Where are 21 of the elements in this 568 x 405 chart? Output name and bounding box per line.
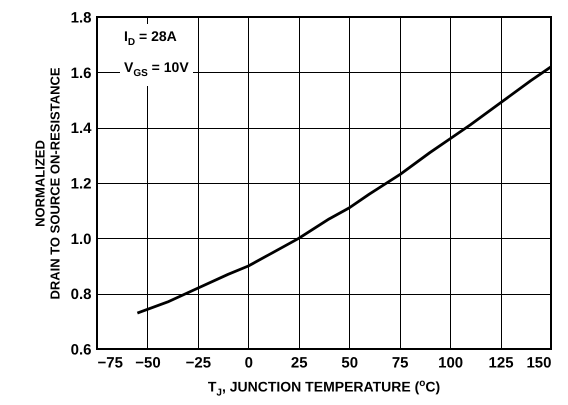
x-tick-label: 0 — [244, 354, 254, 372]
y-tick-label: 1.8 — [70, 10, 92, 26]
y-tick-label: 0.8 — [70, 286, 92, 304]
y-tick-label: 1.4 — [70, 120, 92, 138]
x-tick-label: 75 — [392, 354, 409, 372]
x-tick-label: 100 — [438, 354, 464, 372]
y-tick-label: 1.2 — [70, 176, 92, 192]
x-tick-label: 50 — [341, 354, 358, 372]
x-axis-title: T$_{J}$, JUNCTION TEMPERATURE ($^{o}$C) — [206, 378, 442, 398]
x-tick-label: 125 — [488, 354, 514, 372]
y-axis-title: NORMALIZED DRAIN TO SOURCE ON-RESISTANCE — [32, 67, 63, 300]
x-tick-label: −25 — [186, 354, 212, 372]
y-tick-label: 1.6 — [70, 64, 92, 82]
y-tick-label: 0.6 — [70, 342, 92, 358]
x-tick-label: −50 — [135, 354, 161, 372]
x-tick-label: 150 — [526, 354, 552, 372]
x-tick-label: 25 — [290, 354, 308, 372]
x-tick-label: −75 — [98, 354, 123, 372]
annotation: V$_{GS}$ = 10V — [124, 58, 189, 81]
annotation: I$_{D}$ = 28A — [124, 27, 178, 50]
y-tick-label: 1.0 — [70, 230, 92, 248]
